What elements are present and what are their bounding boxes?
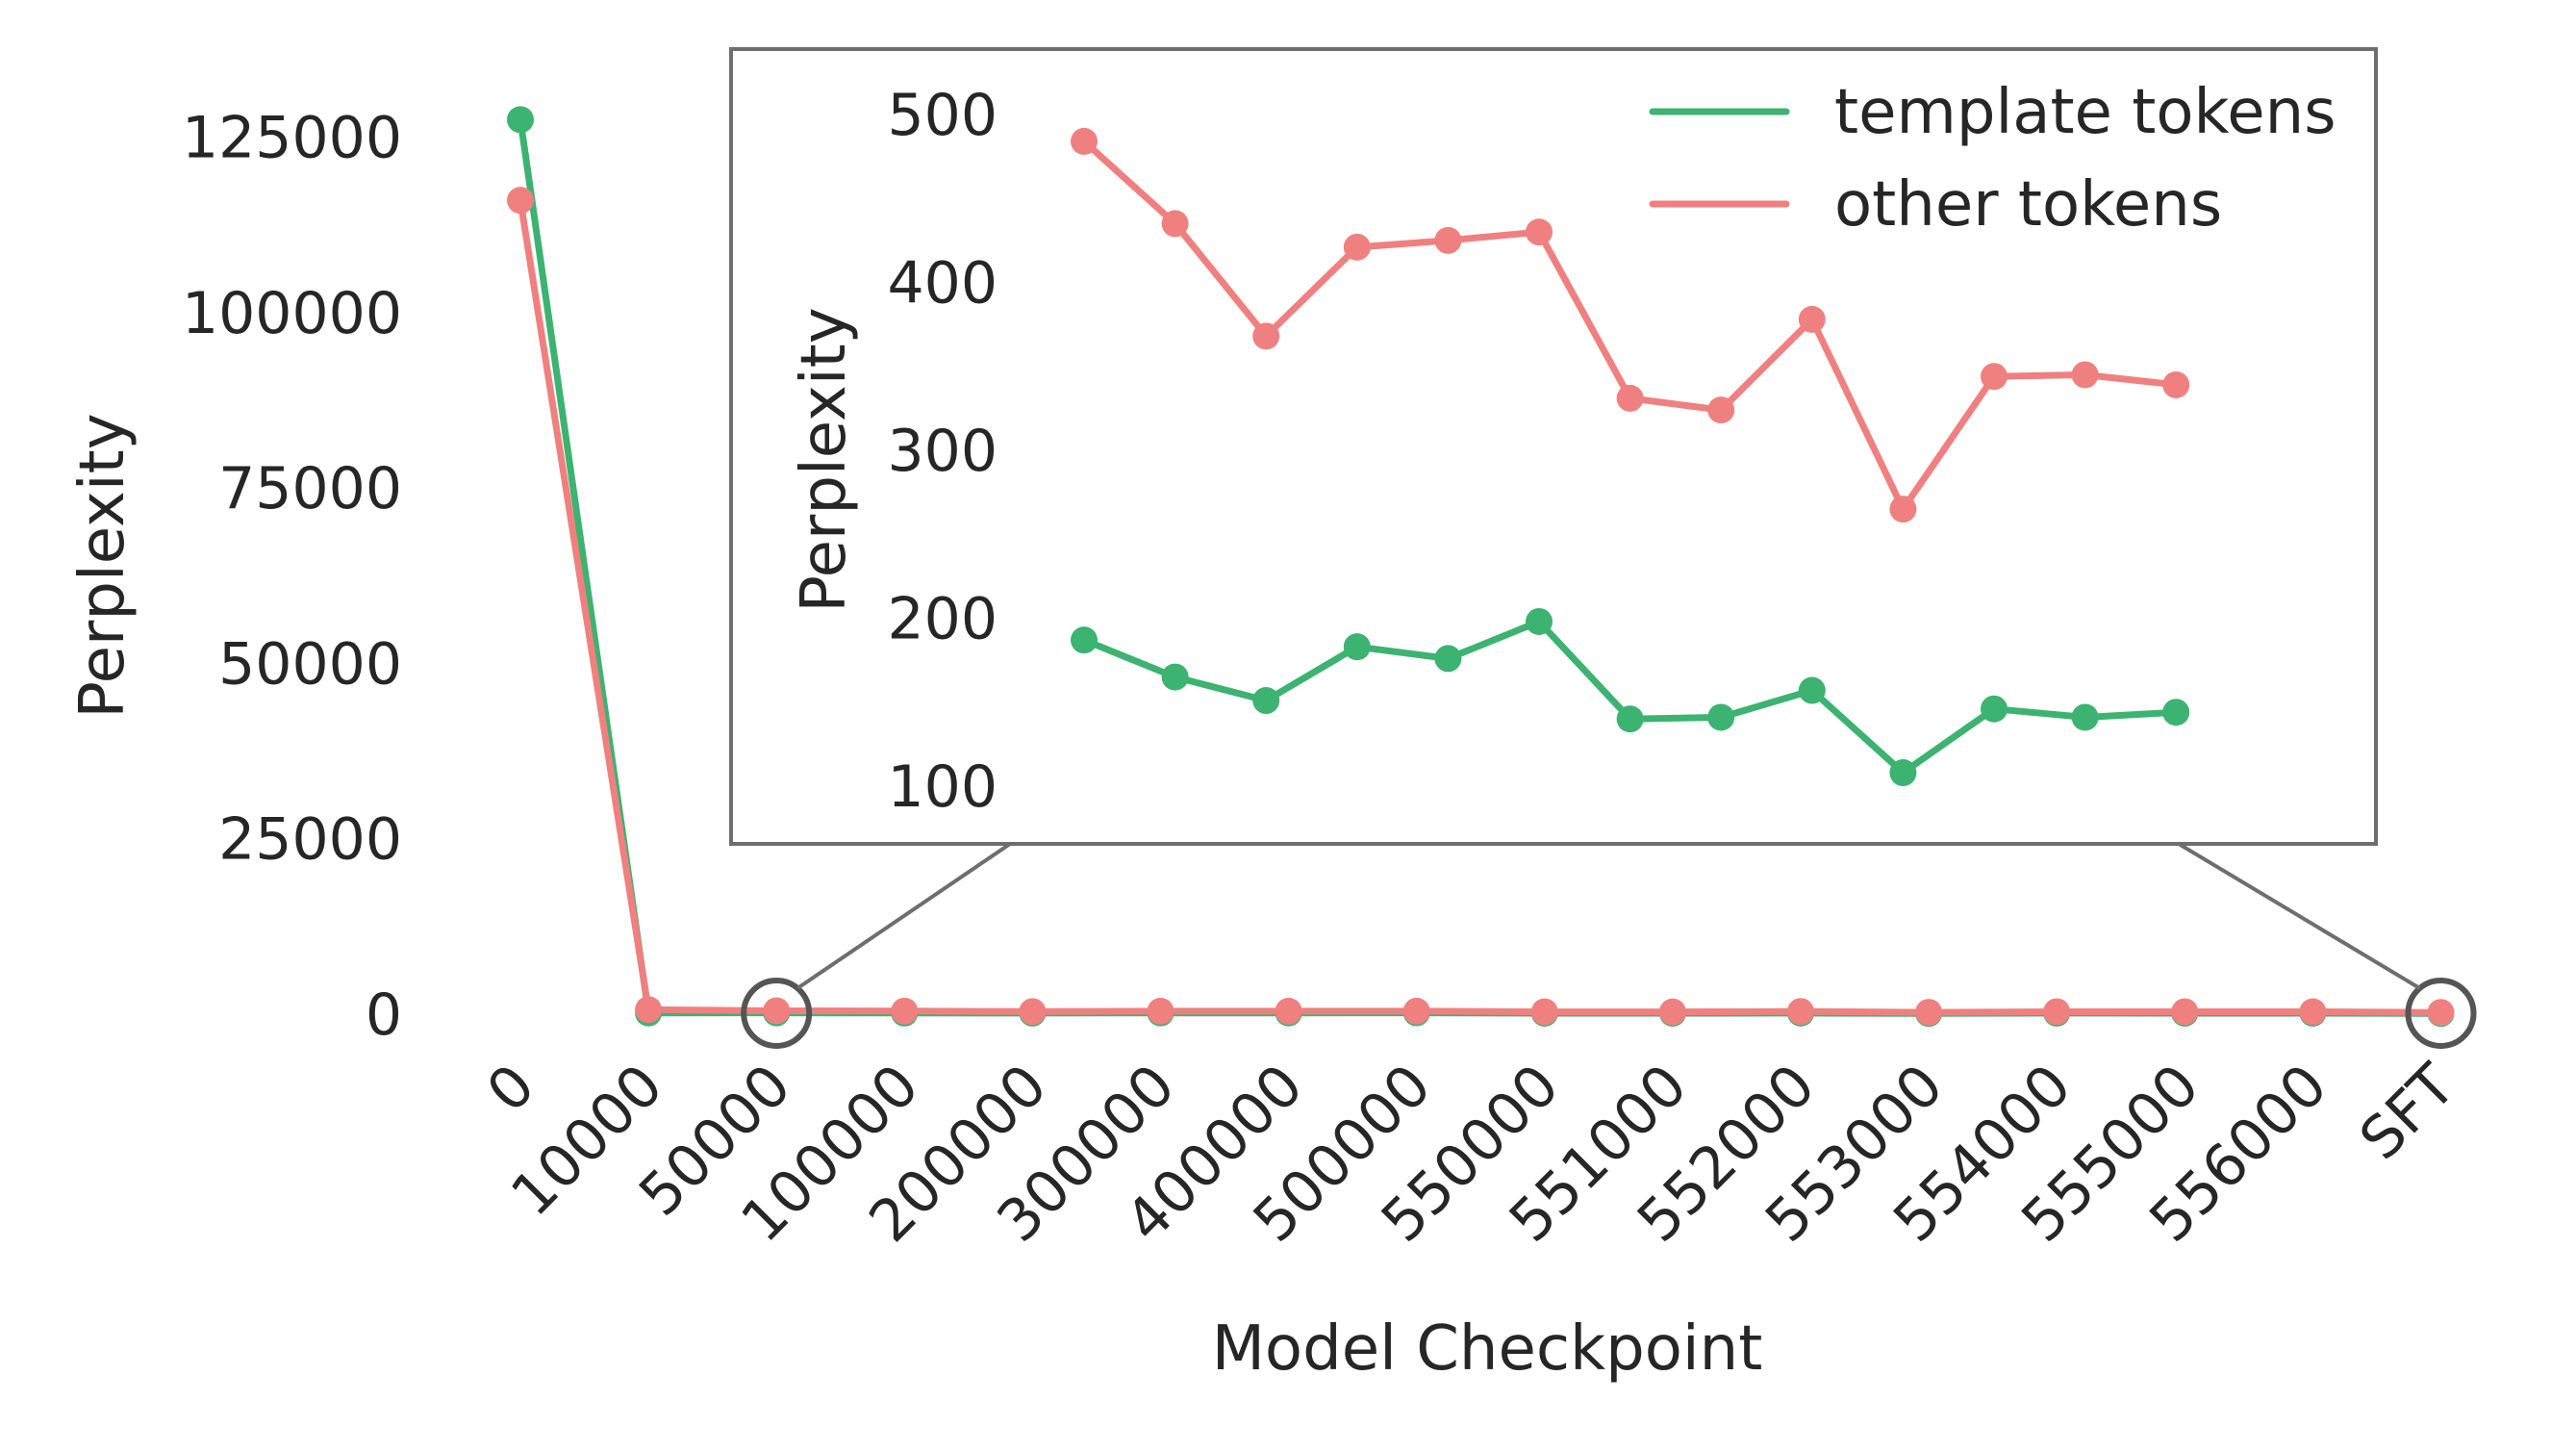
zoom-highlight-circles	[741, 978, 2477, 1049]
legend-label-0: template tokens	[1834, 77, 2336, 148]
inset-point-s0-12	[2162, 699, 2190, 726]
main-point-s1-7	[1402, 997, 1430, 1025]
main-y-tick-labels: 0 25000 50000 75000 100000 125000	[182, 105, 402, 1049]
main-point-s0-0	[507, 106, 534, 134]
main-series-line-1	[517, 196, 2444, 1016]
main-point-s1-14	[2299, 998, 2327, 1026]
connector-right	[2177, 842, 2421, 990]
inset-zoom-panel: 100 200 300 400 500 Perplexity template toke…	[729, 47, 2378, 846]
inset-y-tick-2: 300	[887, 418, 998, 485]
main-plot-lines	[517, 115, 2444, 1017]
inset-point-s0-9	[1889, 759, 1917, 787]
legend: template tokens other tokens	[1649, 77, 2336, 241]
inset-point-s0-6	[1616, 705, 1644, 733]
inset-point-s1-7	[1707, 396, 1735, 424]
main-point-s1-3	[891, 997, 919, 1025]
inset-point-s0-1	[1161, 663, 1189, 691]
zoom-marker-1	[2405, 978, 2477, 1049]
main-y-tick-2: 50000	[218, 630, 402, 698]
main-y-tick-5: 125000	[182, 105, 402, 172]
main-y-tick-0: 0	[366, 981, 402, 1049]
main-point-s1-11	[1915, 999, 1943, 1027]
main-x-tick-labels: 0100005000010000020000030000040000050000…	[474, 1052, 2468, 1256]
main-point-s1-6	[1275, 997, 1302, 1025]
inset-point-s1-12	[2162, 370, 2190, 398]
inset-point-s1-8	[1798, 305, 1826, 333]
main-x-axis-label: Model Checkpoint	[1212, 1313, 1763, 1385]
main-point-s1-5	[1147, 997, 1174, 1025]
main-point-s1-15	[2427, 999, 2455, 1027]
inset-point-s0-11	[2071, 703, 2099, 731]
main-point-s1-13	[2171, 998, 2199, 1026]
inset-point-s0-2	[1252, 687, 1280, 715]
main-point-s1-2	[763, 997, 791, 1025]
main-point-s1-1	[635, 996, 663, 1024]
inset-point-s0-7	[1707, 703, 1735, 731]
legend-label-1: other tokens	[1834, 169, 2222, 241]
inset-y-tick-1: 200	[887, 586, 998, 653]
inset-point-s0-3	[1343, 633, 1371, 661]
inset-y-tick-4: 500	[887, 82, 998, 149]
inset-point-s1-6	[1616, 384, 1644, 412]
main-plot-points	[507, 106, 2455, 1028]
main-x-tick-0: 0	[474, 1052, 548, 1126]
inset-frame	[729, 47, 2378, 846]
main-point-s1-4	[1019, 998, 1047, 1026]
inset-y-axis-label: Perplexity	[789, 307, 860, 612]
inset-y-tick-labels: 100 200 300 400 500	[887, 82, 998, 821]
inset-point-s1-0	[1071, 127, 1098, 155]
main-y-tick-4: 100000	[182, 280, 402, 347]
main-y-tick-1: 25000	[218, 806, 402, 874]
main-y-tick-3: 75000	[218, 455, 402, 522]
inset-point-s1-4	[1434, 226, 1462, 254]
inset-plot-points	[1071, 127, 2190, 787]
main-point-s1-0	[507, 187, 534, 215]
inset-point-s0-8	[1798, 676, 1826, 704]
main-point-s1-8	[1530, 998, 1558, 1026]
inset-point-s1-9	[1889, 496, 1917, 523]
main-point-s1-9	[1658, 998, 1686, 1026]
inset-connector-lines	[796, 842, 2421, 990]
inset-point-s0-5	[1526, 607, 1553, 635]
inset-point-s1-3	[1343, 233, 1371, 261]
zoom-marker-0	[741, 978, 813, 1049]
inset-y-tick-0: 100	[887, 753, 998, 821]
main-x-tick-15: SFT	[2347, 1052, 2468, 1173]
inset-point-s1-11	[2071, 361, 2099, 389]
main-y-axis-label: Perplexity	[67, 413, 139, 718]
inset-y-tick-3: 400	[887, 250, 998, 318]
main-point-s1-10	[1787, 998, 1814, 1026]
inset-point-s1-1	[1161, 210, 1189, 238]
inset-point-s1-5	[1526, 218, 1553, 246]
inset-point-s0-4	[1434, 645, 1462, 673]
inset-point-s1-10	[1981, 363, 2008, 391]
inset-point-s0-0	[1071, 626, 1098, 654]
inset-point-s0-10	[1981, 695, 2008, 723]
main-point-s1-12	[2043, 998, 2071, 1026]
inset-point-s1-2	[1252, 322, 1280, 350]
connector-left	[796, 842, 1012, 990]
